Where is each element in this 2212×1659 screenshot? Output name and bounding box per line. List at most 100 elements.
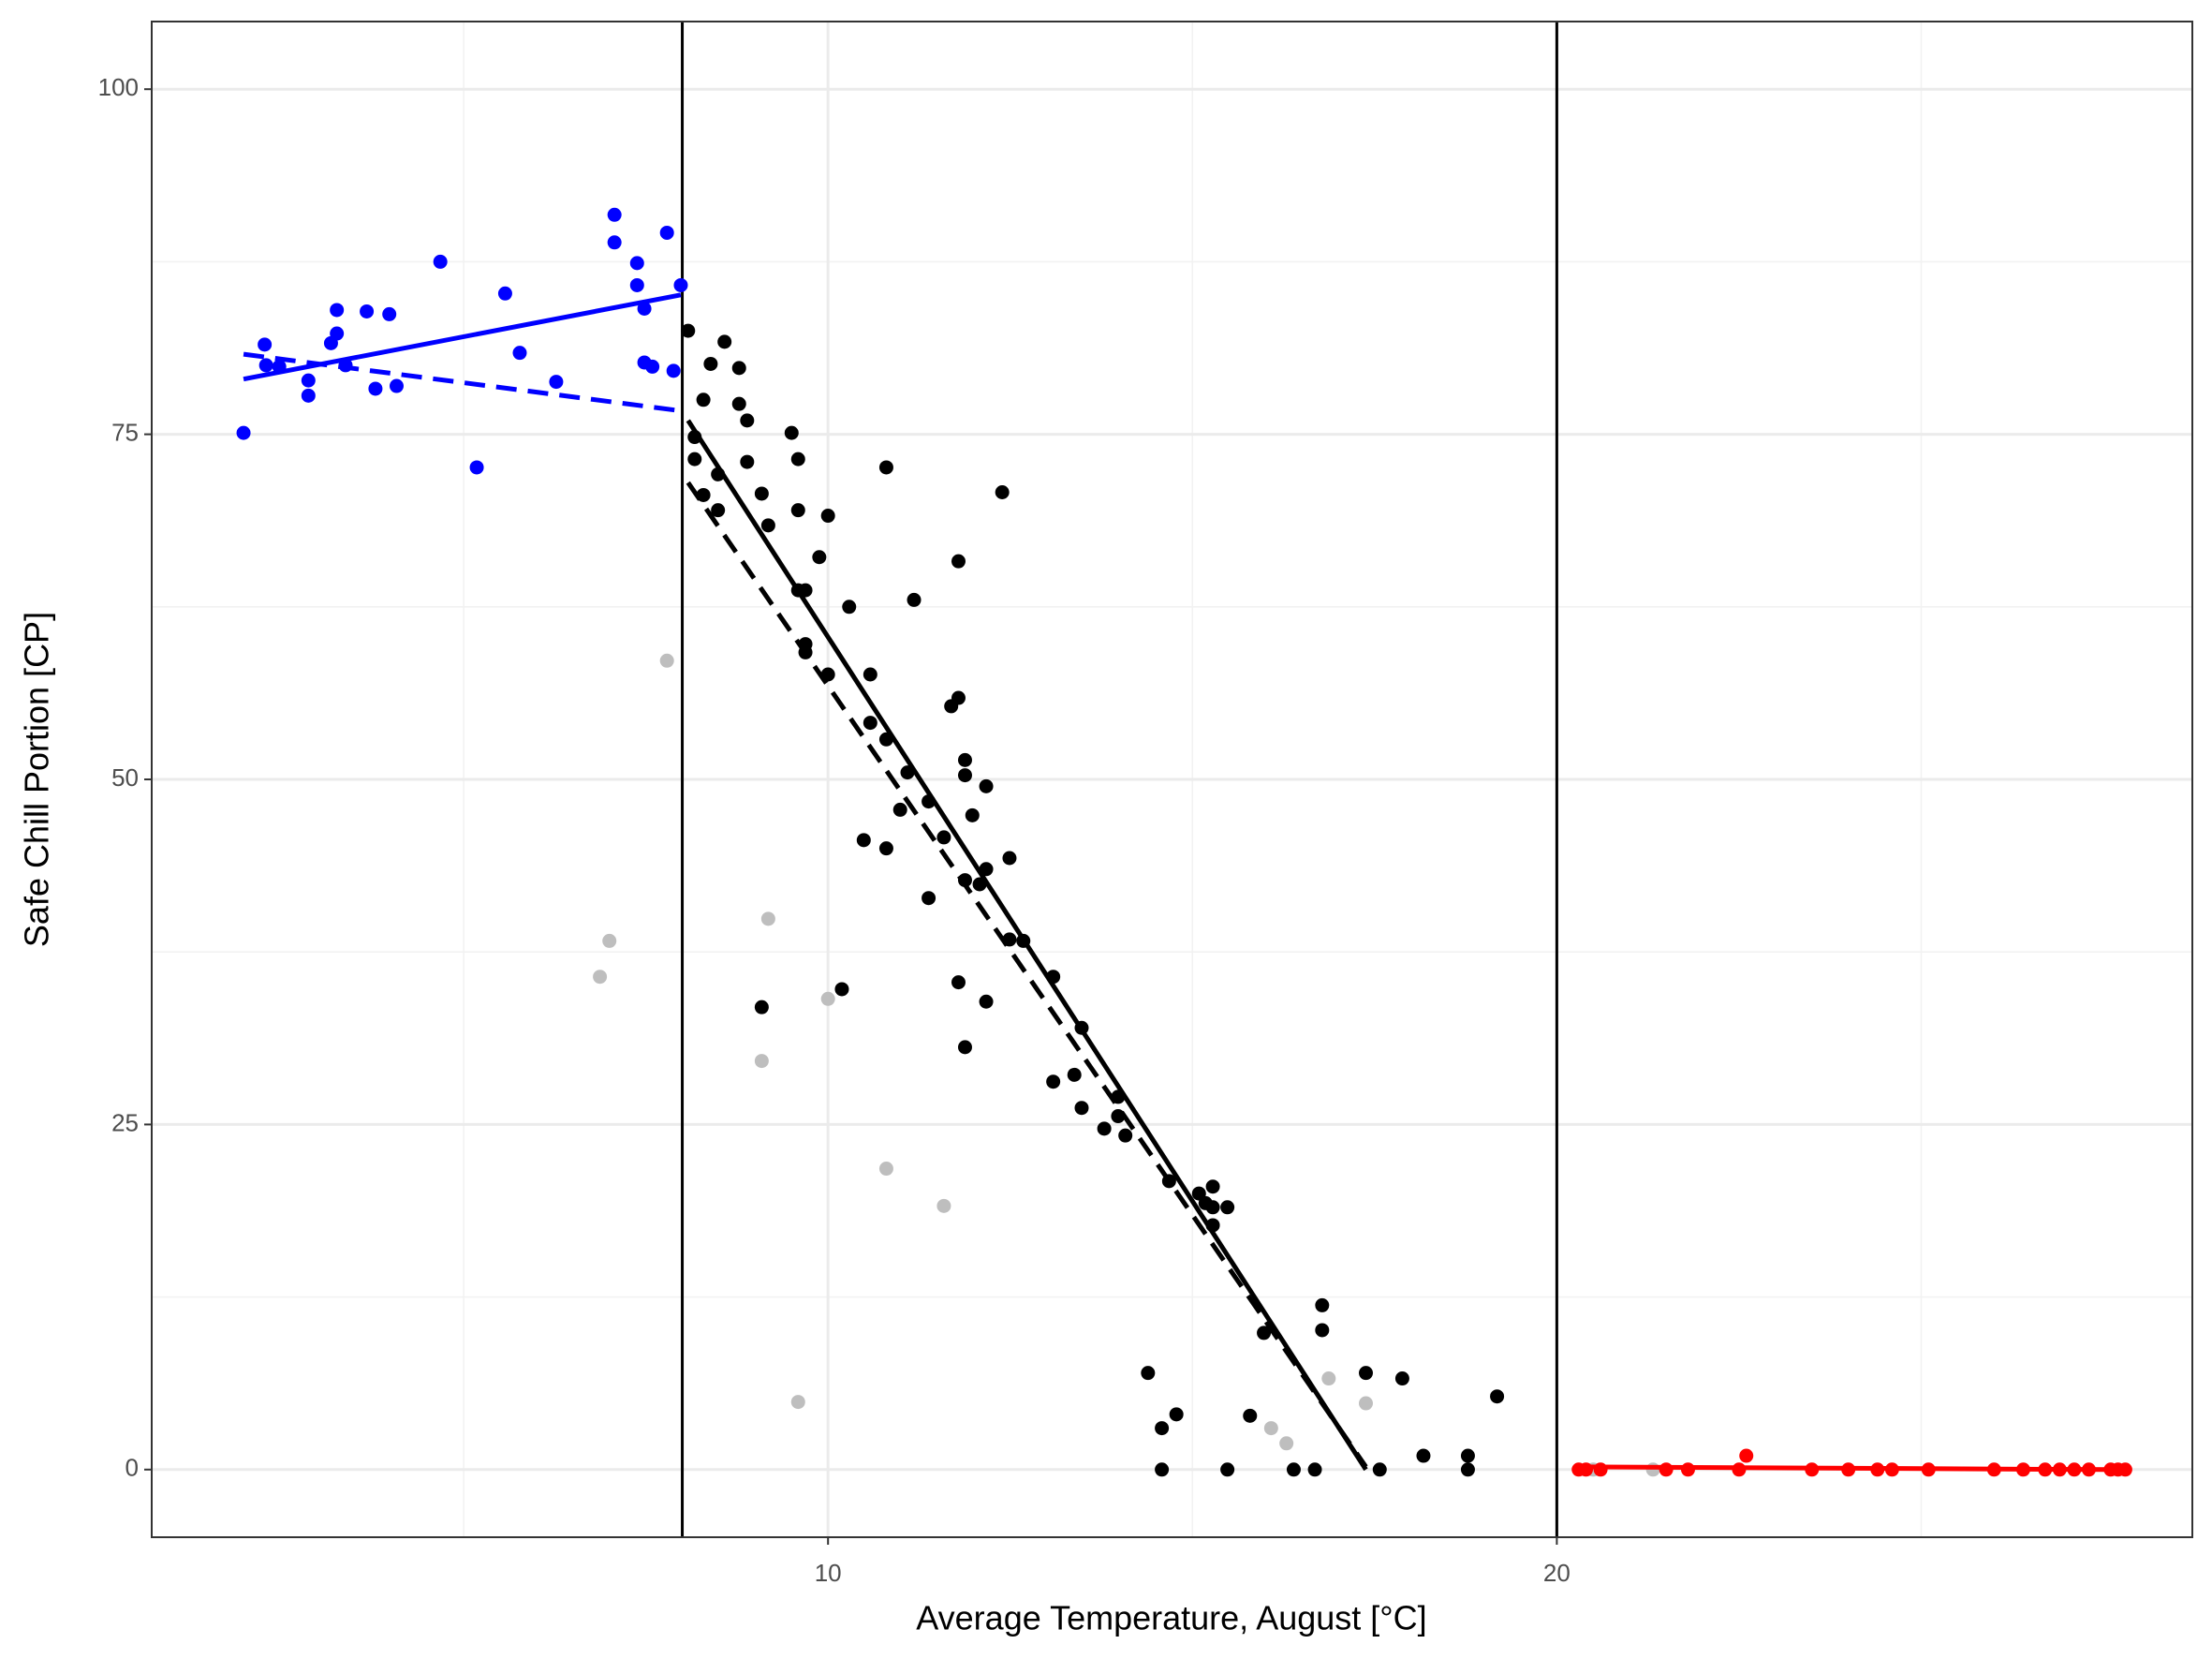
panel-border [151, 21, 2193, 1538]
y-tick-label: 50 [111, 763, 139, 792]
point [1169, 1407, 1184, 1422]
point [258, 337, 273, 352]
point [951, 690, 966, 705]
point [1155, 1462, 1170, 1477]
point [731, 361, 746, 376]
point [1243, 1408, 1258, 1423]
point [878, 460, 893, 475]
point [820, 991, 835, 1006]
point [760, 518, 775, 533]
point [834, 982, 849, 997]
point [1118, 1128, 1133, 1143]
point [696, 393, 711, 407]
point [1359, 1396, 1374, 1411]
fit-line [686, 481, 1368, 1469]
point [301, 373, 316, 388]
point [863, 667, 877, 682]
point [687, 452, 702, 467]
x-tick-label: 10 [815, 1559, 842, 1587]
point [1279, 1436, 1294, 1451]
point [659, 653, 674, 668]
point [602, 933, 617, 948]
point [382, 306, 397, 321]
point [790, 1395, 805, 1410]
point [368, 381, 383, 396]
point [1416, 1448, 1431, 1463]
point [666, 363, 681, 378]
point [1097, 1121, 1112, 1136]
point [673, 277, 688, 292]
point [1286, 1462, 1301, 1477]
point [389, 378, 404, 393]
point [951, 975, 966, 990]
point [863, 716, 877, 731]
y-tick-label: 0 [125, 1454, 139, 1482]
point [951, 554, 966, 569]
fit-line [243, 351, 682, 414]
point [1315, 1297, 1330, 1312]
point [740, 454, 755, 469]
point [1372, 1462, 1387, 1477]
point [607, 235, 622, 250]
point [703, 356, 718, 371]
point [1002, 851, 1017, 866]
point [512, 346, 527, 361]
point [957, 752, 972, 767]
point [842, 600, 857, 615]
point [979, 778, 994, 793]
y-axis-title: Safe Chill Portion [CP] [18, 612, 56, 947]
point [790, 452, 805, 467]
point [301, 388, 316, 403]
point [812, 550, 827, 565]
point [820, 509, 835, 524]
point [784, 425, 799, 440]
point [629, 277, 644, 292]
y-tick-label: 75 [111, 418, 139, 446]
point [681, 323, 696, 338]
point [1141, 1366, 1156, 1381]
point [957, 768, 972, 783]
point [1307, 1462, 1322, 1477]
point [469, 460, 484, 475]
point [1155, 1421, 1170, 1436]
point [790, 503, 805, 518]
point [979, 994, 994, 1009]
point [330, 326, 345, 341]
point [2117, 1462, 2132, 1477]
point [1460, 1448, 1475, 1463]
point [754, 1000, 769, 1015]
point [754, 1054, 769, 1069]
point [754, 486, 769, 501]
point [711, 503, 726, 518]
point [1046, 1074, 1061, 1089]
point [1067, 1067, 1082, 1082]
point [878, 1162, 893, 1177]
point [549, 375, 564, 390]
point [856, 833, 871, 848]
point [433, 254, 448, 269]
point [995, 484, 1010, 499]
point [236, 425, 251, 440]
fit-line [1577, 1464, 2106, 1473]
point [1315, 1323, 1330, 1338]
point [1220, 1200, 1235, 1215]
point [892, 802, 907, 817]
point [1359, 1366, 1374, 1381]
point [637, 302, 652, 317]
point [1220, 1462, 1235, 1477]
point [760, 911, 775, 926]
fit-line [686, 419, 1368, 1472]
point [1490, 1389, 1505, 1404]
point [1074, 1101, 1089, 1116]
point [1263, 1421, 1278, 1436]
x-axis-title: Average Temperature, August [°C] [916, 1599, 1426, 1637]
point [1739, 1448, 1754, 1463]
point [1205, 1200, 1220, 1215]
point [645, 359, 660, 374]
point [936, 830, 951, 845]
point [1394, 1371, 1409, 1386]
point [907, 592, 922, 607]
y-tick-label: 100 [98, 73, 139, 101]
